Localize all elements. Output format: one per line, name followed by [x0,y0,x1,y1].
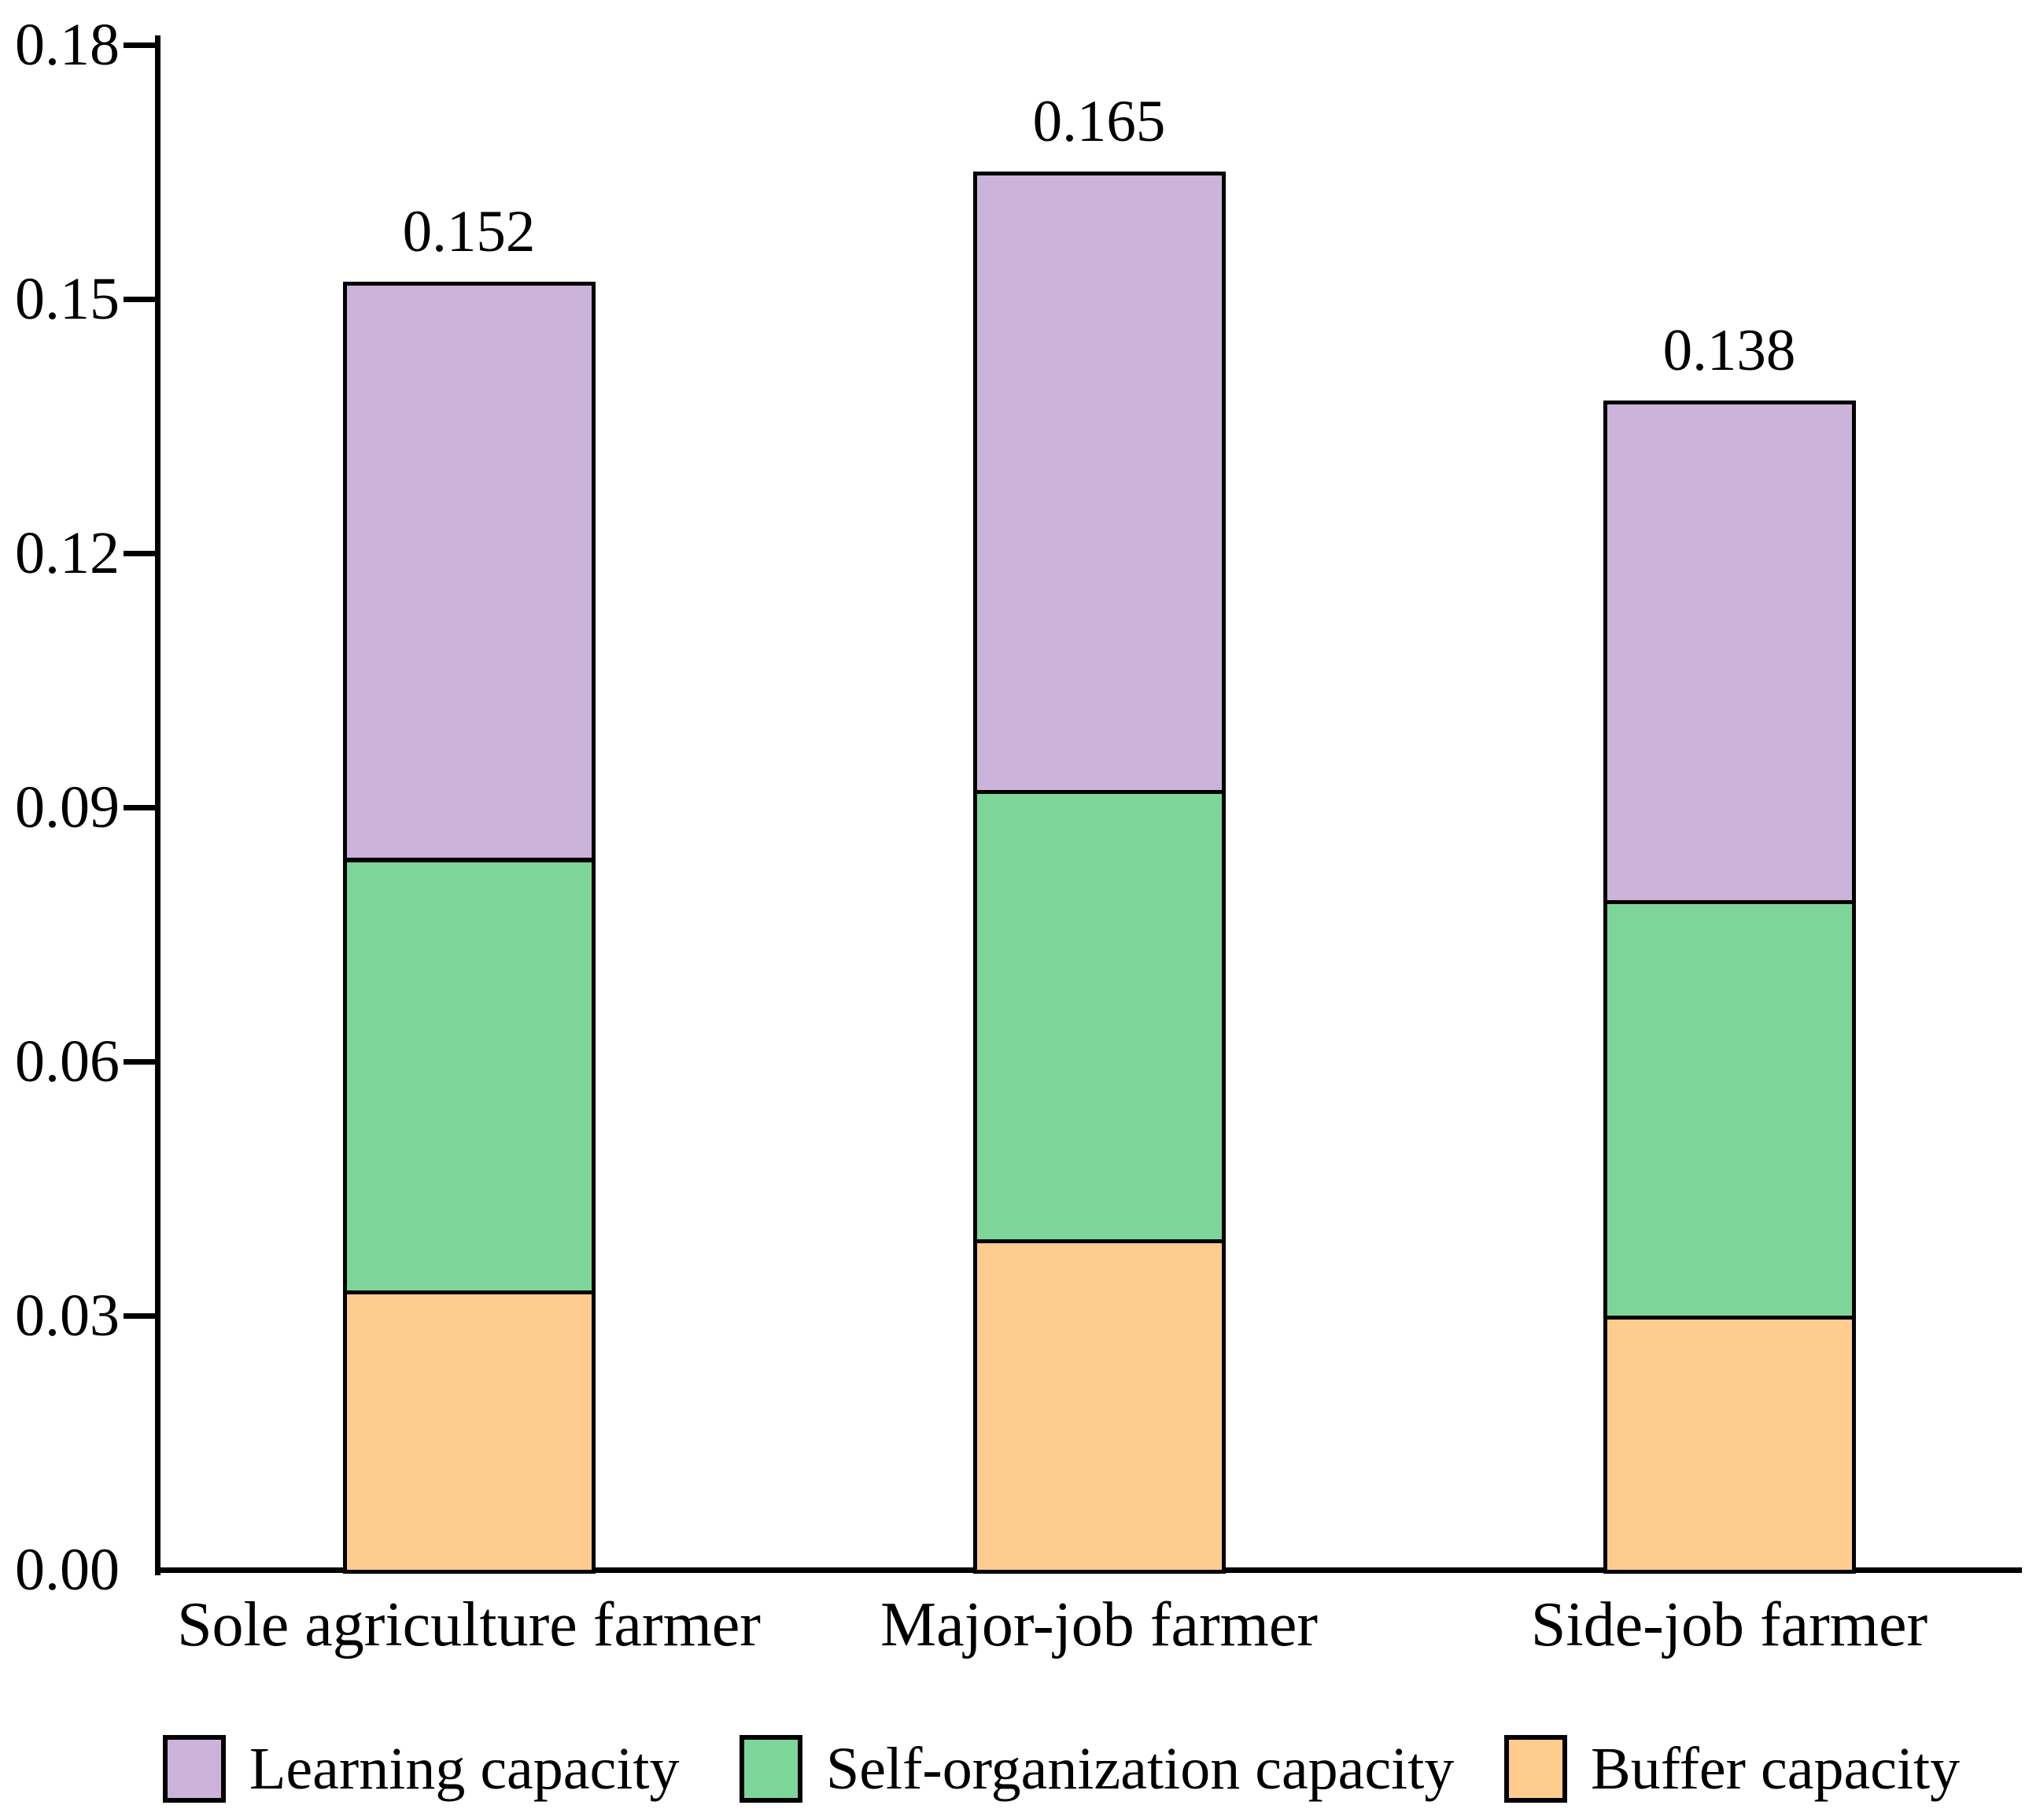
legend-item: Learning capacity [163,1735,679,1803]
legend-label: Buffer capacity [1591,1736,1961,1802]
y-tick [124,551,160,556]
y-tick-label: 0.00 [15,1537,120,1603]
legend-swatch-icon [163,1735,226,1803]
y-tick [124,805,160,810]
y-tick-label: 0.18 [15,12,120,78]
y-tick-label: 0.03 [15,1283,120,1349]
x-category-label: Side-job farmer [1530,1590,1928,1659]
bar-total-label: 0.152 [402,199,536,264]
y-tick-label: 0.09 [15,774,120,840]
x-category-label: Sole agriculture farmer [177,1590,761,1659]
bar-segment-self-organization-capacity [1603,900,1856,1320]
x-category-label: Major-job farmer [880,1590,1318,1659]
legend-item: Self-organization capacity [740,1735,1454,1803]
bar-segment-buffer-capacity [342,1290,596,1574]
bar-segment-self-organization-capacity [972,790,1226,1243]
bar-segment-learning-capacity [972,172,1226,794]
y-tick-label: 0.06 [15,1028,120,1095]
legend-item: Buffer capacity [1504,1735,1960,1803]
legend-swatch-icon [740,1735,802,1803]
legend-swatch-icon [1504,1735,1567,1803]
legend-label: Learning capacity [249,1736,680,1802]
bar-segment-self-organization-capacity [342,858,596,1294]
y-tick [124,1313,160,1319]
bar-segment-buffer-capacity [972,1239,1226,1574]
y-tick [124,297,160,302]
bar-total-label: 0.165 [1032,89,1166,154]
y-tick [124,1059,160,1065]
y-tick-label: 0.15 [15,266,120,332]
y-tick [124,42,160,48]
bar-segment-learning-capacity [342,282,596,862]
legend-label: Self-organization capacity [826,1736,1455,1802]
y-tick-label: 0.12 [15,520,120,586]
bar-segment-learning-capacity [1603,401,1856,904]
bar-total-label: 0.138 [1662,318,1796,383]
